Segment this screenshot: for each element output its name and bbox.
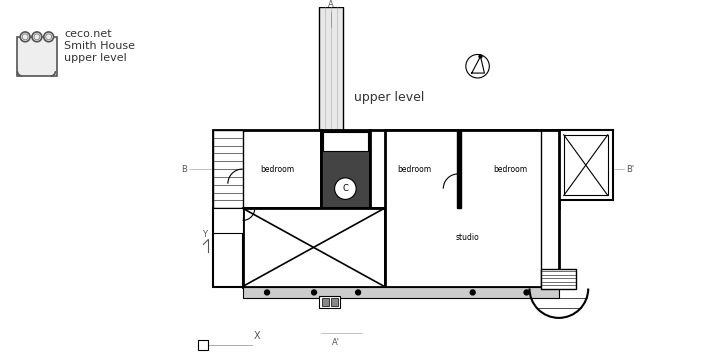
Bar [323,132,368,152]
Bar [213,208,242,233]
Text: Smith House: Smith House [65,41,135,51]
Text: upper level: upper level [354,91,425,104]
Text: X: X [254,330,261,341]
Bar [385,130,559,287]
Circle shape [20,32,30,42]
Circle shape [32,32,42,42]
Text: upper level: upper level [65,53,127,63]
Bar [541,269,576,288]
Text: bedroom: bedroom [493,165,527,174]
Circle shape [479,55,482,58]
Text: A: A [328,0,334,9]
Circle shape [23,34,28,40]
Bar [198,341,208,350]
Bar [242,287,559,298]
Text: C: C [343,184,348,193]
Bar [461,130,559,208]
Bar [330,298,338,306]
Circle shape [311,290,317,295]
Text: B': B' [627,165,635,174]
Bar [559,130,613,201]
Text: ceco.net: ceco.net [65,29,112,39]
Bar [242,208,385,287]
Bar [319,8,343,130]
Text: A': A' [332,338,340,347]
Bar [457,130,461,208]
Text: B: B [181,165,187,174]
Text: Y: Y [203,230,208,239]
Bar [370,130,458,208]
Bar [213,208,242,287]
Circle shape [466,54,489,78]
Text: bedroom: bedroom [260,165,294,174]
Circle shape [44,32,54,42]
Circle shape [470,290,475,295]
Circle shape [356,290,361,295]
Circle shape [46,34,52,40]
Circle shape [335,178,356,199]
Circle shape [524,290,529,295]
Text: studio: studio [456,233,480,242]
Bar [322,298,329,306]
Circle shape [34,34,40,40]
Polygon shape [472,57,484,73]
Bar [564,135,608,195]
Bar [213,130,242,208]
Bar [319,296,340,308]
Bar [213,130,321,208]
Bar [17,37,57,76]
Circle shape [264,290,269,295]
Text: bedroom: bedroom [397,165,431,174]
Bar [321,130,370,208]
